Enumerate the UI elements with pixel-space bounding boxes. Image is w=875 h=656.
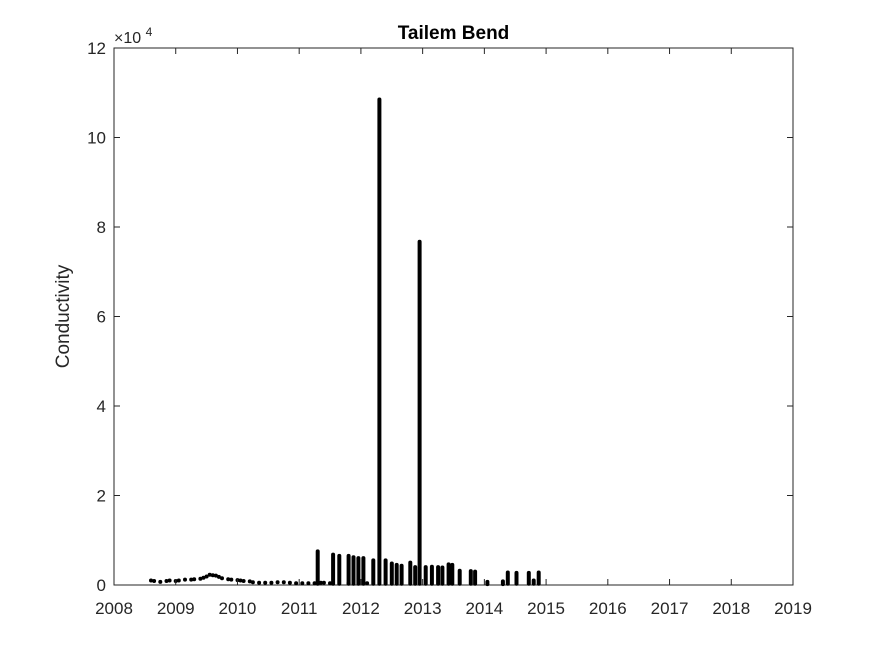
x-tick-label: 2014 [465, 599, 503, 618]
data-point [281, 580, 286, 585]
data-point [312, 581, 317, 586]
y-tick-label: 12 [87, 39, 106, 58]
x-tick-label: 2017 [651, 599, 689, 618]
x-tick-label: 2008 [95, 599, 133, 618]
axes-box [113, 47, 794, 586]
data-point [269, 580, 274, 585]
x-tick-label: 2010 [219, 599, 257, 618]
data-point [247, 579, 252, 584]
data-point [164, 579, 169, 583]
x-tick-label: 2019 [774, 599, 812, 618]
data-point [287, 580, 292, 585]
data-point [250, 580, 255, 585]
x-tick-label: 2011 [281, 599, 318, 618]
data-point [158, 579, 163, 584]
data-point [226, 577, 231, 582]
y-exponent-base: ×10 [114, 30, 141, 47]
data-point [263, 580, 268, 585]
chart-title: Tailem Bend [398, 23, 510, 44]
data-point [176, 578, 181, 583]
data-point [321, 580, 326, 585]
data-point [207, 572, 212, 577]
plot-area: 2008 2009 2010 2011 2012 2013 2014 2015 2016 2017… [87, 39, 812, 618]
data-point [229, 577, 234, 582]
data-point [306, 581, 311, 586]
data-point [275, 580, 280, 585]
y-exponent-label: ×10 4 [114, 25, 153, 47]
x-tick-label: 2009 [157, 599, 195, 618]
y-tick-label: 0 [97, 576, 106, 595]
x-tick-label: 2018 [712, 599, 750, 618]
data-point [152, 579, 157, 583]
y-tick-label: 4 [97, 397, 106, 416]
data-point [167, 578, 172, 583]
data-point [257, 580, 262, 585]
data-point [149, 578, 153, 583]
data-point [328, 581, 332, 586]
x-tick-label: 2016 [589, 599, 627, 618]
data-point [204, 574, 209, 579]
y-axis-label: Conductivity [53, 264, 74, 368]
data-point [365, 581, 370, 586]
data-point [318, 580, 323, 585]
data-point [241, 579, 246, 583]
data-marks [149, 97, 541, 587]
x-tick-label: 2012 [342, 599, 380, 618]
y-tick-label: 10 [87, 129, 106, 148]
data-point [220, 576, 224, 581]
y-axis: 0 2 4 6 8 10 12 [87, 39, 793, 595]
y-tick-label: 8 [97, 218, 106, 237]
x-tick-label: 2013 [404, 599, 442, 618]
data-point [300, 581, 305, 586]
data-point [183, 577, 187, 582]
y-tick-label: 6 [97, 308, 106, 327]
data-point [213, 573, 218, 578]
data-point [238, 578, 243, 583]
data-point [189, 577, 194, 582]
data-point [216, 574, 221, 579]
x-tick-label: 2015 [527, 599, 565, 618]
data-point [294, 581, 299, 586]
x-axis: 2008 2009 2010 2011 2012 2013 2014 2015 2016 2017… [95, 48, 812, 618]
data-point [198, 576, 203, 581]
y-exponent-power: 4 [146, 25, 153, 39]
data-point [201, 575, 206, 580]
data-point [210, 573, 215, 578]
data-point [192, 577, 197, 582]
y-tick-label: 2 [97, 487, 106, 506]
